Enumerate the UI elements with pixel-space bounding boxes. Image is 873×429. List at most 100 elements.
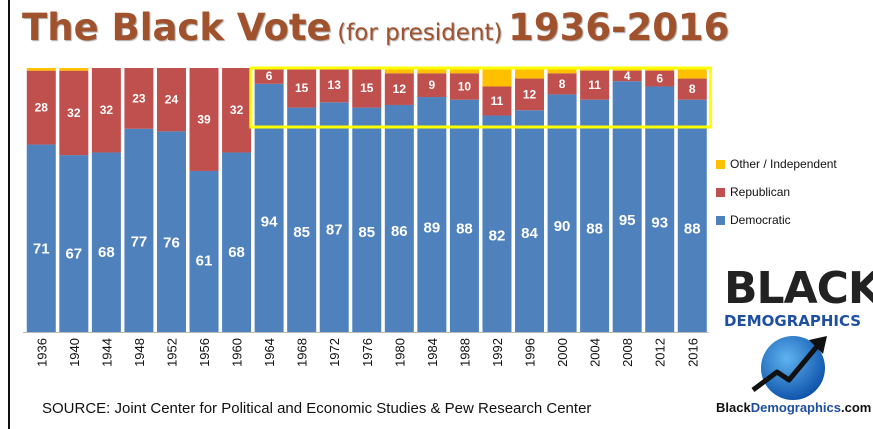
tick-label-2012: 2012 — [653, 338, 668, 367]
bar-other-1984 — [417, 68, 447, 74]
tick-label-1948: 1948 — [132, 338, 147, 367]
data-label-democratic-2000: 90 — [554, 218, 571, 235]
data-label-democratic-1952: 76 — [163, 235, 180, 252]
data-label-republican-1976: 15 — [360, 81, 374, 95]
chart-legend: Other / Independent Republican Democrati… — [716, 150, 837, 234]
tick-label-1952: 1952 — [164, 338, 179, 367]
black-demographics-logo: BLACK DEMOGRAPHICS BlackDemographics.com — [716, 266, 873, 416]
bar-democratic-1964 — [254, 83, 284, 332]
data-label-democratic-2004: 88 — [586, 220, 603, 237]
bar-republican-1976 — [352, 68, 382, 108]
bar-other-2000 — [547, 68, 577, 74]
globe-arrow-icon — [751, 336, 827, 400]
tick-label-1988: 1988 — [457, 338, 472, 367]
tick-label-1944: 1944 — [99, 338, 114, 367]
data-label-democratic-1968: 85 — [293, 224, 310, 241]
legend-label-democratic: Democratic — [730, 213, 791, 227]
data-label-democratic-1976: 85 — [358, 224, 375, 241]
data-label-republican-1996: 12 — [523, 87, 537, 101]
tick-label-1984: 1984 — [425, 338, 440, 367]
data-label-democratic-1988: 88 — [456, 220, 473, 237]
data-label-republican-1968: 15 — [295, 81, 309, 95]
bar-democratic-1944 — [91, 152, 121, 332]
bar-republican-1992 — [482, 86, 512, 116]
bar-republican-1952 — [156, 68, 186, 132]
legend-swatch-republican — [716, 187, 725, 197]
data-label-republican-2008: 4 — [624, 69, 631, 83]
bar-other-1980 — [384, 68, 414, 74]
tick-label-2000: 2000 — [555, 338, 570, 367]
data-label-republican-1988: 10 — [458, 79, 472, 93]
data-label-democratic-1948: 77 — [131, 234, 148, 251]
data-label-democratic-2008: 95 — [619, 212, 636, 229]
data-label-democratic-1980: 86 — [391, 223, 408, 240]
legend-label-other: Other / Independent — [730, 157, 837, 171]
data-label-republican-1972: 13 — [328, 78, 342, 92]
data-label-republican-1952: 24 — [165, 93, 179, 107]
tick-label-1956: 1956 — [197, 338, 212, 367]
bar-republican-1940 — [59, 70, 89, 156]
logo-url-suffix: .com — [841, 400, 872, 415]
bar-democratic-2016 — [677, 99, 707, 333]
bar-democratic-2012 — [645, 86, 675, 332]
bar-democratic-1984 — [417, 97, 447, 332]
bar-republican-1996 — [515, 78, 545, 111]
data-label-republican-1984: 9 — [429, 78, 436, 92]
legend-swatch-democratic — [716, 215, 725, 225]
bar-republican-1984 — [417, 73, 447, 98]
data-label-democratic-2012: 93 — [651, 215, 668, 232]
bar-democratic-2004 — [580, 99, 610, 333]
bar-democratic-1976 — [352, 107, 382, 332]
tick-label-1968: 1968 — [295, 338, 310, 367]
bar-democratic-1988 — [449, 99, 479, 333]
bar-democratic-1948 — [124, 128, 154, 332]
logo-url-prefix: Black — [716, 400, 751, 415]
data-label-democratic-1992: 82 — [489, 228, 506, 245]
title-years: 1936-2016 — [508, 6, 730, 49]
tick-label-1972: 1972 — [327, 338, 342, 367]
logo-url-accent: Demographics — [750, 400, 842, 415]
source-note: SOURCE: Joint Center for Political and E… — [42, 400, 592, 417]
tick-label-1960: 1960 — [230, 338, 245, 367]
data-label-democratic-1940: 67 — [65, 245, 82, 262]
bar-democratic-1968 — [287, 107, 317, 332]
legend-swatch-other — [716, 159, 725, 169]
bar-republican-1936 — [26, 70, 56, 145]
data-label-republican-1944: 32 — [100, 103, 114, 117]
tick-label-2016: 2016 — [685, 338, 700, 367]
bar-democratic-2008 — [612, 81, 642, 332]
data-label-democratic-1964: 94 — [261, 213, 278, 230]
logo-text-black: BLACK — [724, 263, 873, 314]
bar-republican-2004 — [580, 70, 610, 100]
data-label-republican-2016: 8 — [689, 82, 696, 96]
data-label-democratic-1956: 61 — [196, 253, 213, 270]
data-label-democratic-1972: 87 — [326, 222, 343, 239]
bar-democratic-1940 — [59, 155, 89, 332]
title-subtitle: (for president) — [337, 20, 503, 46]
data-label-republican-1936: 28 — [35, 101, 49, 115]
data-label-republican-1980: 12 — [393, 82, 407, 96]
bar-other-1988 — [449, 68, 479, 74]
tick-label-2004: 2004 — [588, 338, 603, 367]
logo-text-demographics: DEMOGRAPHICS — [724, 312, 862, 330]
bar-democratic-2000 — [547, 94, 577, 333]
bar-republican-1980 — [384, 73, 414, 105]
bar-republican-2008 — [612, 70, 642, 82]
tick-label-1976: 1976 — [360, 338, 375, 367]
bar-other-1992 — [482, 68, 512, 87]
data-label-republican-2000: 8 — [559, 77, 566, 91]
logo-url: BlackDemographics.com — [716, 400, 871, 415]
tick-label-1940: 1940 — [67, 338, 82, 367]
bar-republican-2012 — [645, 70, 675, 87]
data-label-republican-2012: 6 — [656, 72, 663, 86]
bar-democratic-1936 — [26, 144, 56, 332]
bar-democratic-1972 — [319, 102, 349, 332]
tick-label-1964: 1964 — [262, 338, 277, 367]
bar-republican-1964 — [254, 68, 284, 84]
data-label-democratic-1936: 71 — [33, 241, 50, 258]
bar-republican-1956 — [189, 68, 219, 171]
legend-item-republican: Republican — [716, 178, 837, 206]
bar-democratic-1996 — [515, 110, 545, 333]
legend-item-democratic: Democratic — [716, 206, 837, 234]
